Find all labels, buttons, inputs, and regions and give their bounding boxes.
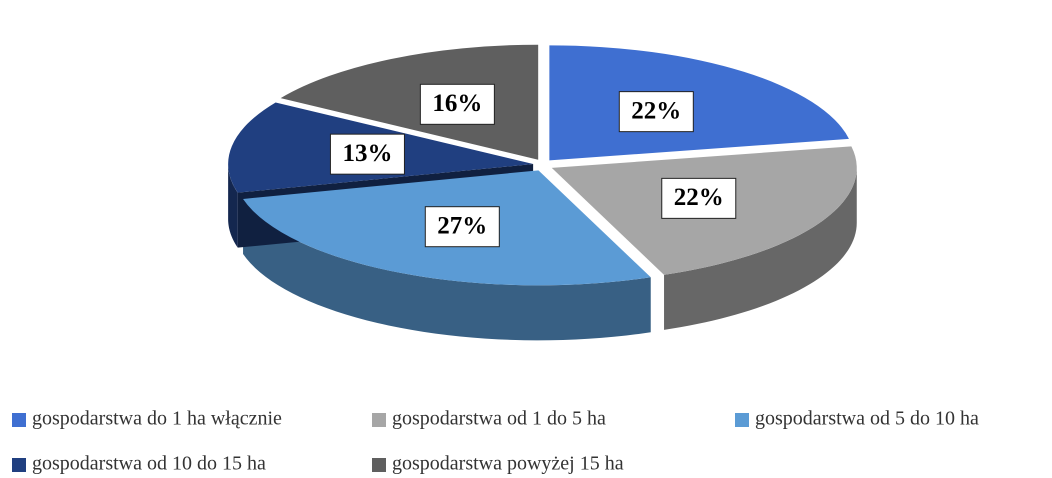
legend-swatch: [735, 413, 749, 427]
slice-tops: [228, 44, 857, 286]
slice-side: [243, 198, 651, 341]
labels: 22% 22% 27% 13% 16%: [329, 83, 737, 248]
value-label: 22%: [674, 184, 724, 211]
slice-side: [228, 164, 238, 248]
legend-swatch: [12, 458, 26, 472]
legend-label: gospodarstwa od 1 do 5 ha: [392, 408, 606, 430]
value-label-box: [419, 83, 495, 125]
legend-label: gospodarstwa od 5 do 10 ha: [755, 408, 979, 430]
value-label-box: [661, 177, 737, 219]
value-label-box: [329, 133, 405, 175]
value-label: 16%: [432, 90, 482, 117]
legend-label: gospodarstwa od 10 do 15 ha: [32, 453, 266, 475]
legend-label: gospodarstwa do 1 ha włącznie: [32, 408, 282, 430]
value-label: 13%: [342, 140, 392, 167]
legend-label: gospodarstwa powyżej 15 ha: [392, 453, 624, 475]
value-label: 22%: [631, 97, 681, 124]
value-label-box: [424, 206, 500, 248]
slice: [280, 44, 539, 160]
legend-swatch: [372, 458, 386, 472]
value-label: 27%: [437, 212, 487, 239]
legend-swatch: [372, 413, 386, 427]
slice-side: [664, 167, 857, 330]
legend-swatch: [12, 413, 26, 427]
slice: [549, 45, 849, 161]
value-label-box: [618, 91, 694, 133]
